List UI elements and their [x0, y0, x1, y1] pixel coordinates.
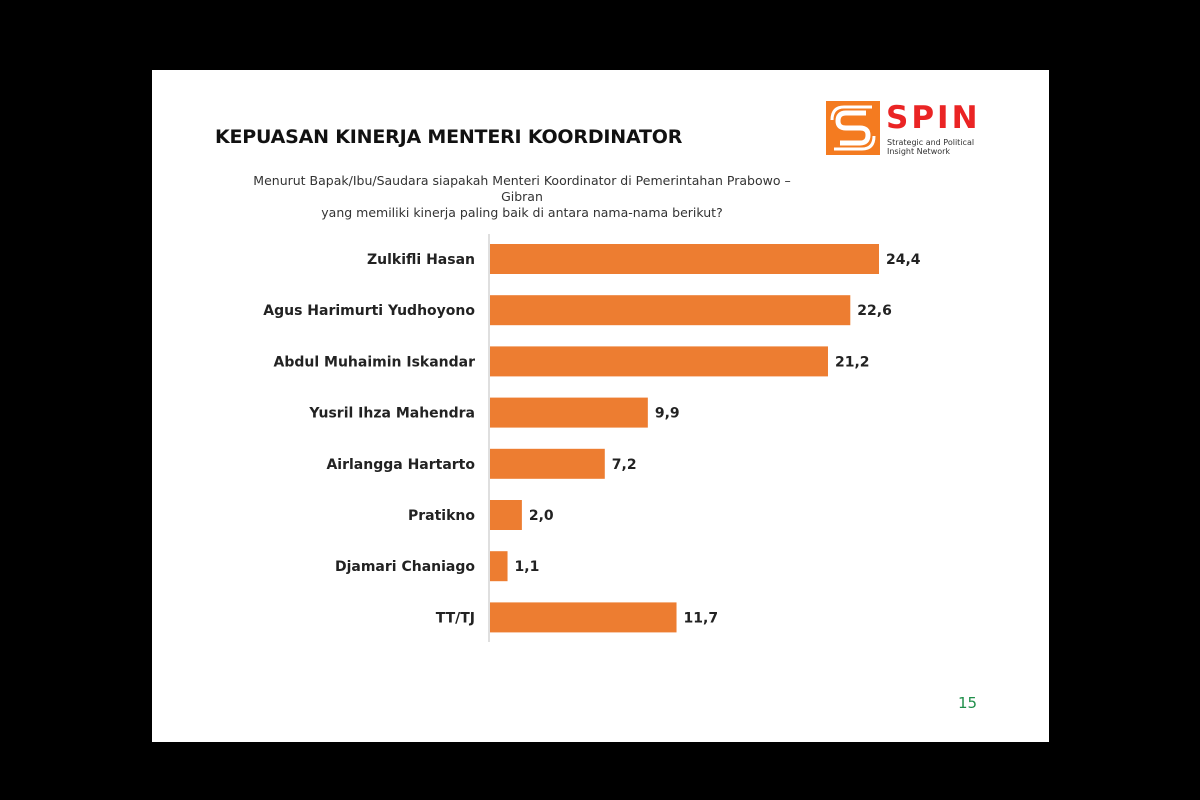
bar: [490, 346, 828, 377]
data-label: 24,4: [886, 252, 921, 268]
logo-tagline: Strategic and Political Insight Network: [887, 138, 974, 156]
bar: [490, 602, 677, 633]
category-label: TT/TJ: [436, 610, 475, 626]
data-label: 7,2: [612, 457, 637, 473]
category-label: Djamari Chaniago: [335, 559, 475, 575]
survey-question-line1: Menurut Bapak/Ibu/Saudara siapakah Mente…: [253, 173, 791, 204]
slide: KEPUASAN KINERJA MENTERI KOORDINATOR SPI…: [152, 70, 1049, 742]
data-label: 22,6: [857, 303, 892, 319]
data-label: 1,1: [515, 559, 540, 575]
data-label: 21,2: [835, 354, 870, 370]
category-label: Airlangga Hartarto: [326, 457, 475, 473]
bar: [490, 397, 648, 428]
logo-tagline-line2: Insight Network: [887, 147, 951, 156]
spin-logo-mark-icon: [826, 101, 880, 155]
bar: [490, 448, 605, 479]
data-label: 2,0: [529, 508, 554, 524]
bar: [490, 244, 879, 274]
category-label: Yusril Ihza Mahendra: [308, 406, 475, 422]
survey-question: Menurut Bapak/Ibu/Saudara siapakah Mente…: [252, 173, 792, 221]
bar: [490, 500, 522, 530]
category-label: Pratikno: [408, 508, 475, 524]
bar: [490, 295, 851, 326]
bar-chart: Zulkifli Hasan 24,4 Agus Harimurti Yudhoyo…: [263, 234, 921, 642]
logo-tagline-line1: Strategic and Political: [887, 138, 975, 147]
data-label: 11,7: [684, 610, 719, 626]
chart-title: KEPUASAN KINERJA MENTERI KOORDINATOR: [215, 126, 683, 148]
bar: [490, 551, 508, 582]
spin-logo: SPIN Strategic and Political Insight Net…: [826, 101, 986, 157]
logo-wordmark: SPIN: [886, 100, 981, 136]
data-label: 9,9: [655, 406, 680, 422]
category-label: Abdul Muhaimin Iskandar: [274, 354, 476, 370]
category-label: Zulkifli Hasan: [367, 252, 475, 268]
survey-question-line2: yang memiliki kinerja paling baik di ant…: [321, 205, 723, 220]
page-number: 15: [958, 694, 978, 712]
category-label: Agus Harimurti Yudhoyono: [263, 303, 475, 319]
